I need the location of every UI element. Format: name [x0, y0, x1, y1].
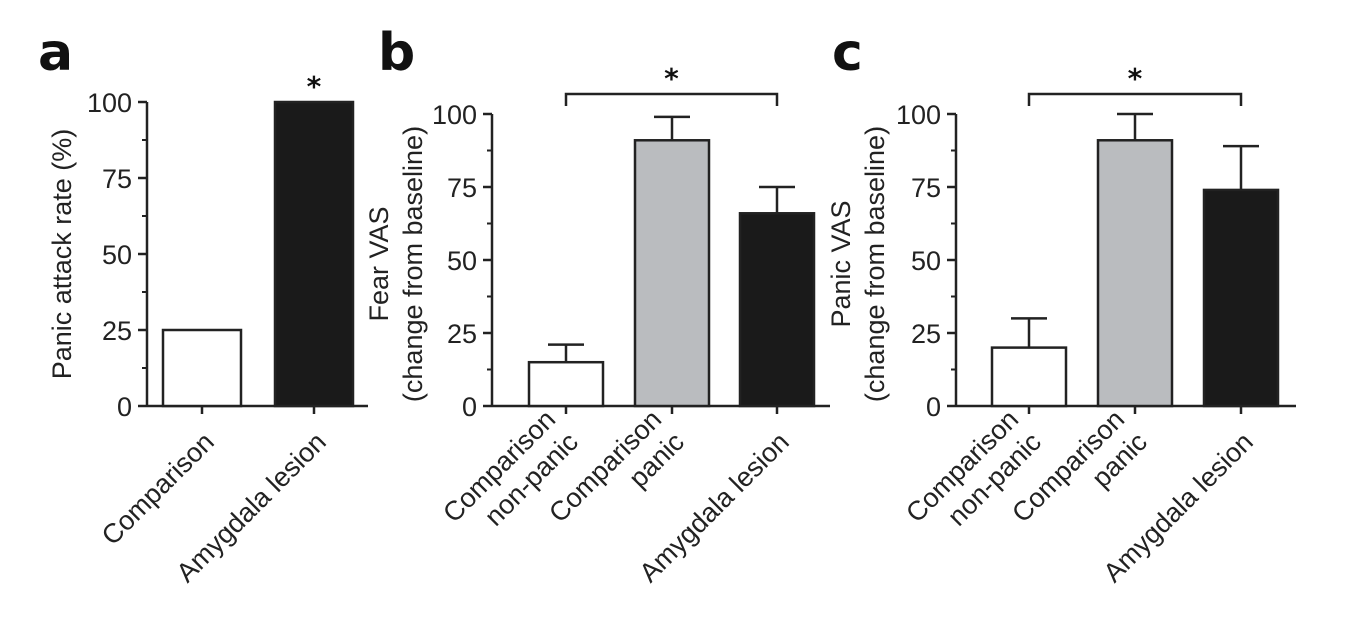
bar [273, 100, 355, 408]
bar [1096, 139, 1174, 408]
significance-star: * [664, 62, 679, 95]
y-tick-label: 0 [926, 392, 941, 422]
significance-star: * [307, 70, 322, 103]
category-label: Comparisonpanic [543, 404, 690, 551]
category-label: Comparison [96, 427, 220, 551]
y-tick-label: 100 [432, 100, 477, 130]
bar [633, 139, 711, 408]
category-label: Comparisonnon-panic [900, 404, 1047, 551]
y-tick-label: 25 [447, 319, 477, 349]
y-axis-title: Fear VAS [364, 206, 394, 321]
panel-letter-b: b [378, 23, 415, 83]
category-label: Comparisonpanic [1006, 404, 1153, 551]
category-label-line: Comparison [96, 427, 220, 551]
y-axis-title: (change from baseline) [398, 126, 428, 402]
y-tick-label: 25 [911, 319, 941, 349]
bar [161, 328, 243, 408]
panel-letter-c: c [832, 23, 863, 83]
y-tick-label: 75 [447, 173, 477, 203]
y-axis-title: (change from baseline) [860, 126, 890, 402]
y-tick-label: 0 [117, 392, 132, 422]
significance-bracket [564, 92, 779, 106]
y-tick-label: 25 [102, 316, 132, 346]
y-tick-label: 75 [102, 164, 132, 194]
y-tick-label: 50 [911, 246, 941, 276]
significance-bracket [1027, 92, 1243, 106]
y-tick-label: 0 [462, 392, 477, 422]
bar [990, 346, 1068, 408]
bar [527, 360, 605, 408]
y-axis-title: Panic attack rate (%) [47, 129, 77, 380]
panel-letter-a: a [38, 23, 73, 83]
panel-b: b 0 25 50 75 100 Fear VAS (change from baselin… [364, 23, 830, 588]
y-tick-label: 50 [447, 246, 477, 276]
bar [738, 212, 816, 408]
y-tick-label: 100 [896, 100, 941, 130]
panel-a: a 0 25 50 75 100 Panic attack rate (%) Compari… [38, 23, 368, 588]
significance-star: * [1128, 62, 1143, 95]
panel-c: c 0 25 50 75 100 Panic VAS (change from baseli… [826, 23, 1296, 588]
y-tick-label: 100 [87, 88, 132, 118]
bar [1202, 188, 1280, 408]
category-label: Comparisonnon-panic [437, 404, 584, 551]
y-tick-label: 75 [911, 173, 941, 203]
y-tick-label: 50 [102, 240, 132, 270]
y-axis-title: Panic VAS [826, 200, 856, 327]
